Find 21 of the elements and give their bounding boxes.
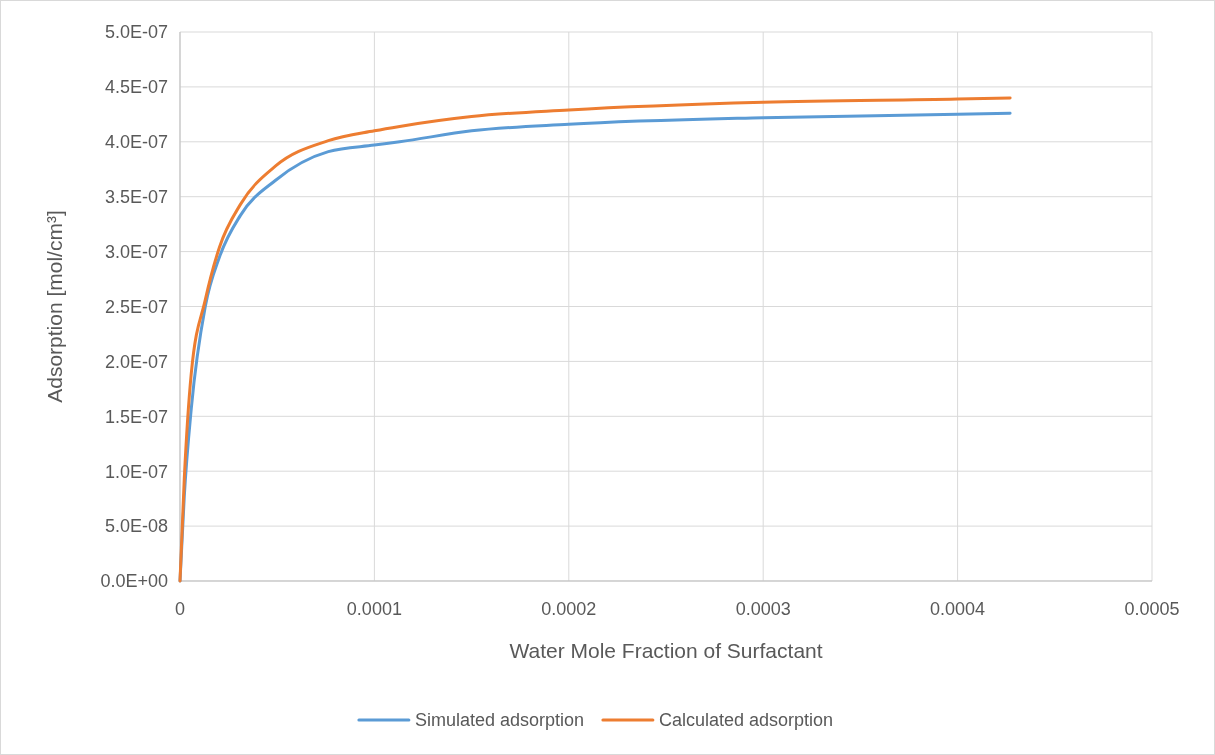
y-tick-label: 1.0E-07 bbox=[104, 461, 168, 482]
x-tick-label: 0.0001 bbox=[346, 599, 402, 619]
x-tick-label: 0 bbox=[174, 599, 186, 619]
legend-label: Calculated adsorption bbox=[658, 710, 834, 731]
y-tick-label: 4.5E-07 bbox=[104, 77, 168, 98]
y-tick-label: 5.0E-08 bbox=[104, 516, 168, 537]
x-tick-label: 0.0005 bbox=[1124, 599, 1180, 619]
y-tick-label: 0.0E+00 bbox=[100, 571, 168, 592]
y-tick-label: 5.0E-07 bbox=[104, 22, 168, 43]
y-axis-title: Adsorption [mol/cm³] bbox=[43, 210, 66, 403]
x-tick-label: 0.0003 bbox=[735, 599, 791, 619]
legend-label: Simulated adsorption bbox=[414, 710, 585, 731]
x-tick-label: 0.0002 bbox=[541, 599, 597, 619]
y-tick-label: 3.5E-07 bbox=[104, 187, 168, 207]
y-tick-label: 1.5E-07 bbox=[104, 406, 168, 427]
x-tick-label: 0.0004 bbox=[930, 599, 986, 619]
x-axis-title: Water Mole Fraction of Surfactant bbox=[509, 639, 823, 662]
y-tick-label: 3.0E-07 bbox=[104, 241, 168, 262]
y-tick-label: 2.5E-07 bbox=[104, 296, 168, 317]
y-tick-label: 4.0E-07 bbox=[104, 132, 168, 153]
y-tick-label: 2.0E-07 bbox=[104, 351, 168, 372]
